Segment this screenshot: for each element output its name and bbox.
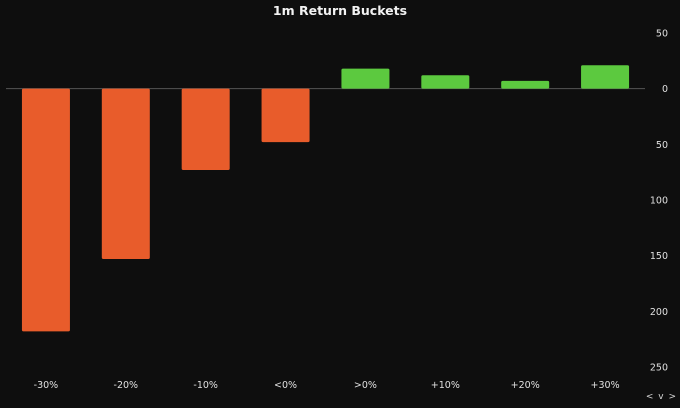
x-tick-label: <0% <box>274 380 297 391</box>
bar-+20%[interactable] <box>501 80 550 89</box>
x-tick-label: -30% <box>34 380 59 391</box>
bar-+30%[interactable] <box>581 65 630 89</box>
y-tick-label: 150 <box>650 251 668 262</box>
x-tick-label: +10% <box>431 380 460 391</box>
y-tick-label: 0 <box>662 84 668 95</box>
y-tick-label: 50 <box>656 140 668 151</box>
x-tick-label: -20% <box>114 380 139 391</box>
bar-<0%[interactable] <box>261 88 310 143</box>
chart-title: 1m Return Buckets <box>272 3 408 18</box>
bar--20%[interactable] <box>101 88 150 260</box>
bar--30%[interactable] <box>21 88 70 332</box>
y-tick-label: 100 <box>650 196 668 207</box>
y-tick-label: 50 <box>656 29 668 40</box>
bar--10%[interactable] <box>181 88 230 170</box>
bar-+10%[interactable] <box>421 75 470 89</box>
scroll-control[interactable]: < v > <box>645 392 677 402</box>
x-tick-label: >0% <box>354 380 377 391</box>
y-tick-label: 200 <box>650 307 668 318</box>
bar->0%[interactable] <box>341 68 390 89</box>
x-tick-label: +20% <box>511 380 540 391</box>
y-tick-label: 250 <box>650 363 668 374</box>
x-tick-label: +30% <box>591 380 620 391</box>
x-tick-label: -10% <box>193 380 218 391</box>
